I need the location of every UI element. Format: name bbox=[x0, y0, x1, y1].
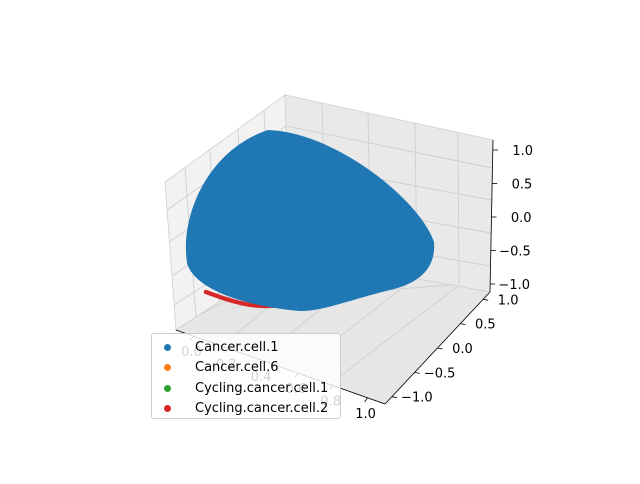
legend-entry: Cycling.cancer.cell.1 bbox=[164, 378, 340, 399]
legend-label: Cancer.cell.1 bbox=[195, 339, 279, 355]
legend: Cancer.cell.1 Cancer.cell.6 Cycling.cancer… bbox=[151, 333, 341, 419]
y-tick-mark bbox=[437, 347, 443, 350]
x-tick-label: 1.0 bbox=[355, 407, 376, 422]
legend-marker-icon bbox=[164, 384, 171, 392]
x-tick-mark bbox=[364, 397, 368, 403]
legend-label: Cancer.cell.6 bbox=[195, 360, 279, 376]
y-tick-mark bbox=[414, 371, 420, 374]
z-tick-label: 0.0 bbox=[511, 211, 532, 226]
legend-marker-icon bbox=[164, 343, 171, 351]
y-tick-mark bbox=[391, 396, 397, 399]
cancer-cell-1-points bbox=[185, 130, 435, 312]
y-tick-label: −0.5 bbox=[424, 366, 456, 381]
y-tick-label: −1.0 bbox=[401, 391, 433, 406]
y-tick-mark bbox=[460, 323, 466, 326]
z-tick-label: −1.0 bbox=[498, 278, 530, 293]
legend-entry: Cancer.cell.6 bbox=[164, 358, 340, 379]
legend-label: Cycling.cancer.cell.2 bbox=[195, 401, 329, 417]
legend-marker-icon bbox=[164, 405, 171, 413]
grid-line bbox=[285, 125, 493, 169]
z-tick-label: 1.0 bbox=[512, 144, 533, 159]
z-axis-line bbox=[489, 139, 494, 293]
y-tick-label: 0.5 bbox=[475, 318, 496, 333]
z-tick-label: 0.5 bbox=[512, 178, 533, 193]
y-tick-label: 1.0 bbox=[498, 293, 519, 308]
legend-marker-icon bbox=[164, 364, 171, 372]
z-tick-label: −0.5 bbox=[499, 245, 531, 260]
y-tick-label: 0.0 bbox=[452, 342, 473, 357]
legend-label: Cycling.cancer.cell.1 bbox=[195, 380, 329, 396]
grid-line bbox=[317, 285, 459, 394]
legend-entry: Cycling.cancer.cell.2 bbox=[164, 399, 340, 420]
y-tick-mark bbox=[483, 298, 489, 301]
legend-entry: Cancer.cell.1 bbox=[164, 337, 340, 358]
